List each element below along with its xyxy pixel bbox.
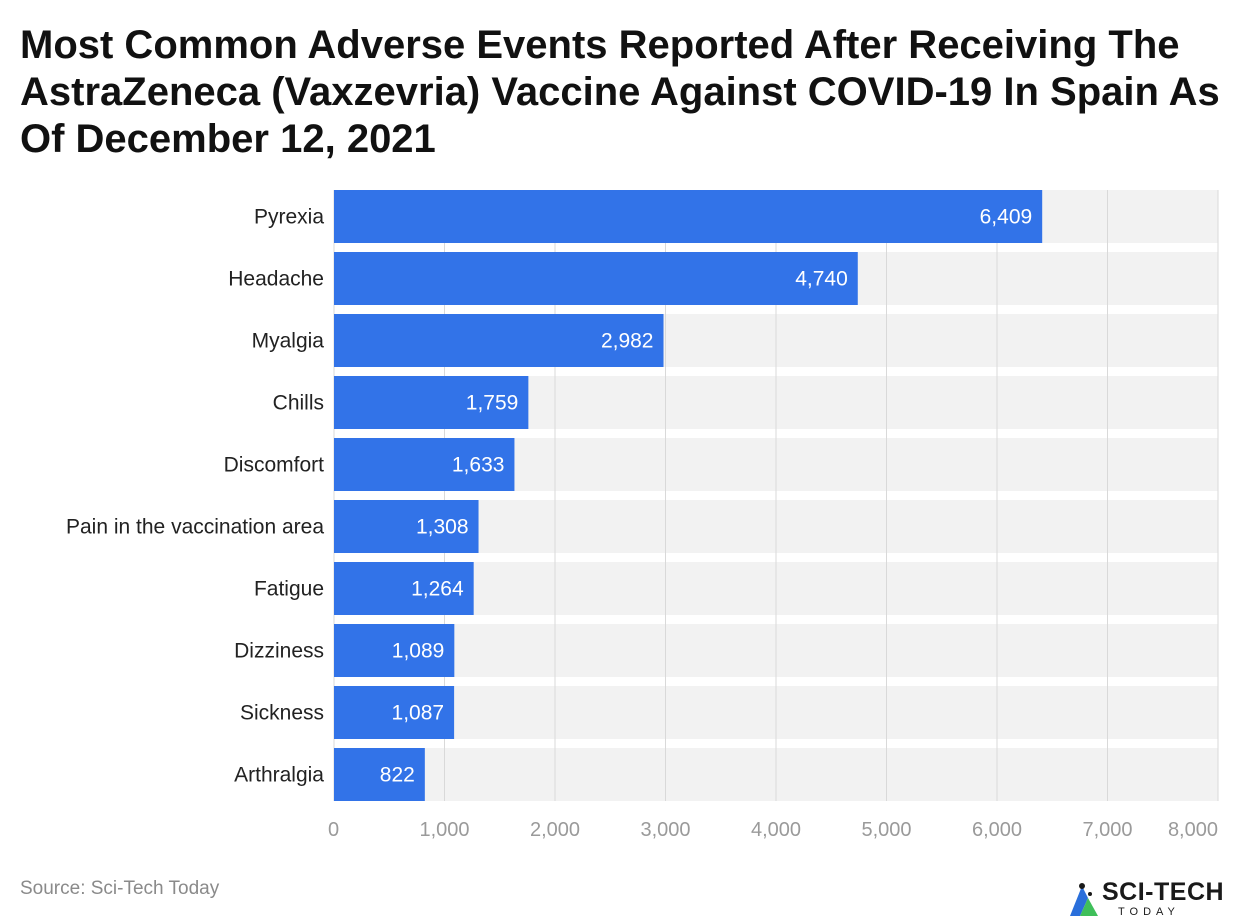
category-label: Chills bbox=[273, 392, 324, 415]
x-axis-ticks: 0 1,000 2,000 3,000 4,000 5,000 6,000 7,000 8,00… bbox=[328, 819, 1218, 841]
value-labels: 6,409 4,740 2,982 1,759 1,633 1,308 1,264 1,089… bbox=[380, 206, 1032, 787]
x-tick-label: 3,000 bbox=[640, 819, 690, 841]
bar bbox=[334, 314, 664, 367]
bar bbox=[334, 686, 455, 739]
bar-value-label: 1,089 bbox=[392, 640, 445, 663]
bar-value-label: 1,759 bbox=[466, 392, 519, 415]
category-label: Fatigue bbox=[254, 578, 324, 601]
bar-value-label: 1,308 bbox=[416, 516, 469, 539]
bar-value-label: 1,264 bbox=[411, 578, 464, 601]
category-label: Pyrexia bbox=[254, 206, 324, 229]
x-tick-label: 0 bbox=[328, 819, 339, 841]
category-label: Headache bbox=[228, 268, 324, 291]
category-label: Arthralgia bbox=[234, 764, 324, 787]
x-tick-label: 6,000 bbox=[972, 819, 1022, 841]
bar bbox=[334, 438, 515, 491]
category-label: Myalgia bbox=[252, 330, 325, 353]
x-tick-label: 7,000 bbox=[1082, 819, 1132, 841]
x-tick-label: 5,000 bbox=[861, 819, 911, 841]
x-tick-label: 1,000 bbox=[419, 819, 469, 841]
chart-title: Most Common Adverse Events Reported Afte… bbox=[20, 23, 1220, 161]
category-labels: Pyrexia Headache Myalgia Chills Discomfort Pa… bbox=[66, 206, 324, 787]
x-tick-label: 4,000 bbox=[751, 819, 801, 841]
sci-tech-logo-icon bbox=[1070, 883, 1098, 916]
bar bbox=[334, 376, 529, 429]
bar-value-label: 6,409 bbox=[980, 206, 1033, 229]
bar-value-label: 1,633 bbox=[452, 454, 505, 477]
category-label: Pain in the vaccination area bbox=[66, 516, 324, 539]
bar-value-label: 1,087 bbox=[392, 702, 445, 725]
category-label: Sickness bbox=[240, 702, 324, 725]
category-label: Discomfort bbox=[224, 454, 325, 477]
bar bbox=[334, 562, 474, 615]
x-tick-label: 8,000 bbox=[1168, 819, 1218, 841]
logo-name: SCI-TECH bbox=[1102, 878, 1225, 906]
bar bbox=[334, 500, 479, 553]
bar bbox=[334, 190, 1043, 243]
bar bbox=[334, 252, 858, 305]
bars bbox=[334, 190, 1043, 801]
bar-value-label: 822 bbox=[380, 764, 415, 787]
bar-value-label: 2,982 bbox=[601, 330, 654, 353]
logo-subtitle: TODAY bbox=[1118, 906, 1180, 918]
sci-tech-logo: SCI-TECH TODAY bbox=[1068, 876, 1240, 922]
category-label: Dizziness bbox=[234, 640, 324, 663]
source-note: Source: Sci-Tech Today bbox=[20, 878, 220, 899]
bar bbox=[334, 624, 455, 677]
x-tick-label: 2,000 bbox=[530, 819, 580, 841]
bar bbox=[334, 748, 425, 801]
bar-value-label: 4,740 bbox=[795, 268, 848, 291]
